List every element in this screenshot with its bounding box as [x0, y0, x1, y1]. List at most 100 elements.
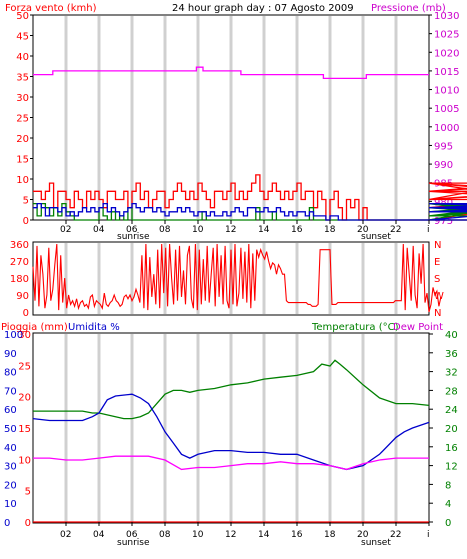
- pressure-tick-label: 995: [434, 141, 453, 152]
- rain-tick-label: 10: [18, 455, 31, 466]
- wind-tick-label: 0: [23, 216, 29, 227]
- x-tick-label: 10: [192, 530, 204, 540]
- humidity-tick-label: 20: [4, 480, 17, 491]
- panel3-x-ticks: 02 04 06 08 10 12 14 16 18 20 22 i: [60, 522, 430, 540]
- humidity-tick-label: 100: [4, 330, 23, 341]
- compass-tick-label: N: [434, 240, 441, 251]
- humidity-tick-label: 90: [4, 349, 17, 360]
- dewpoint-axis-label: Dew Point: [393, 322, 443, 333]
- x-tick-label: 06: [126, 530, 138, 540]
- pressure-tick-label: 1020: [434, 48, 459, 59]
- x-tick-label: i: [427, 530, 430, 540]
- temperature-tick-label: 16: [445, 443, 458, 454]
- compass-tick-label: E: [434, 257, 440, 268]
- panel2-series: [32, 243, 442, 313]
- humidity-tick-label: 60: [4, 405, 17, 416]
- x-tick-label: 12: [225, 530, 236, 540]
- temperature-tick-label: 8: [445, 480, 451, 491]
- series-line-1: [33, 174, 467, 221]
- pressure-axis-label: Pressione (mb): [371, 3, 446, 14]
- panel2-frame: [32, 241, 430, 316]
- x-tick-label: 20: [357, 225, 369, 235]
- x-tick-label: 22: [390, 225, 401, 235]
- humidity-tick-label: 70: [4, 386, 17, 397]
- x-tick-label: 12: [225, 225, 236, 235]
- series-line-3: [33, 455, 429, 471]
- x-tick-label: 22: [390, 530, 401, 540]
- wind-axis-label: Forza vento (kmh): [5, 3, 97, 14]
- temperature-tick-label: 12: [445, 462, 458, 473]
- temperature-axis-label: Temperatura (°C): [311, 322, 399, 333]
- temperature-tick-label: 32: [445, 368, 458, 379]
- pressure-tick-label: 1000: [434, 123, 459, 134]
- sunrise-label: sunrise: [117, 232, 150, 242]
- pressure-tick-label: 980: [434, 197, 453, 208]
- wind-tick-label: 45: [16, 32, 29, 43]
- temperature-tick-label: 28: [445, 386, 458, 397]
- rain-tick-label: 0: [25, 518, 31, 529]
- rain-tick-label: 25: [18, 361, 31, 372]
- humidity-tick-label: 80: [4, 368, 17, 379]
- direction-degree-ticks: 0 90 180 270 360: [10, 240, 29, 319]
- wind-tick-label: 20: [16, 134, 29, 145]
- compass-tick-label: S: [434, 274, 440, 285]
- direction-tick-label: 270: [10, 257, 29, 268]
- humidity-tick-label: 10: [4, 499, 17, 510]
- pressure-tick-label: 1030: [434, 11, 459, 22]
- direction-tick-label: 180: [10, 274, 29, 285]
- humidity-tick-label: 30: [4, 462, 17, 473]
- x-tick-label: 18: [324, 530, 336, 540]
- wind-tick-label: 5: [23, 196, 29, 207]
- rain-tick-label: 15: [18, 424, 31, 435]
- rain-tick-label: 20: [18, 393, 31, 404]
- pressure-tick-label: 990: [434, 160, 453, 171]
- humidity-tick-label: 40: [4, 443, 17, 454]
- x-tick-label: 08: [159, 530, 171, 540]
- direction-line-0: [32, 243, 442, 313]
- temperature-y-ticks: 0 4 8 12 16 20 24 28 32 36 40: [429, 330, 458, 529]
- pressure-tick-label: 1025: [434, 30, 459, 41]
- direction-tick-label: 0: [23, 308, 29, 319]
- rain-tick-label: 30: [18, 330, 31, 341]
- series-line-2: [32, 393, 430, 471]
- pressure-tick-label: 1010: [434, 86, 459, 97]
- humidity-tick-label: 0: [4, 518, 10, 529]
- x-tick-label: 04: [93, 225, 105, 235]
- x-tick-label: 20: [357, 530, 369, 540]
- x-tick-label: 02: [60, 530, 71, 540]
- temperature-tick-label: 4: [445, 499, 451, 510]
- series-line-1: [33, 359, 430, 420]
- direction-tick-label: 360: [10, 240, 29, 251]
- pressure-tick-label: 975: [434, 216, 453, 227]
- x-tick-label: 18: [324, 225, 336, 235]
- x-tick-label: 14: [258, 530, 270, 540]
- series-line-0: [33, 66, 429, 80]
- sunset-label-bottom: sunset: [361, 538, 391, 548]
- x-tick-label: 06: [126, 225, 138, 235]
- pressure-tick-label: 1015: [434, 67, 459, 78]
- panel1-series: [33, 66, 467, 221]
- wind-pressure-panel: Forza vento (kmh) 24 hour graph day : 07…: [5, 3, 467, 242]
- temperature-tick-label: 24: [445, 405, 458, 416]
- wind-tick-label: 30: [16, 93, 29, 104]
- x-tick-label: 08: [159, 225, 171, 235]
- temperature-tick-label: 40: [445, 330, 458, 341]
- wind-tick-label: 25: [16, 114, 29, 125]
- wind-tick-label: 40: [16, 52, 29, 63]
- wind-tick-label: 35: [16, 73, 29, 84]
- compass-tick-label: W: [434, 291, 444, 302]
- humidity-tick-label: 50: [4, 424, 17, 435]
- wind-tick-label: 10: [16, 175, 29, 186]
- panel1-x-ticks: 02 04 06 08 10 12 14 16 18 20 22 i: [60, 220, 430, 235]
- x-tick-label: 10: [192, 225, 204, 235]
- x-tick-label: 16: [291, 530, 303, 540]
- rain-axis-label: Pioggia (mm): [1, 322, 68, 333]
- wind-tick-label: 15: [16, 155, 29, 166]
- temperature-tick-label: 20: [445, 424, 458, 435]
- x-tick-label: 16: [291, 225, 303, 235]
- wind-tick-label: 50: [16, 11, 29, 22]
- graph-title: 24 hour graph day : 07 Agosto 2009: [172, 3, 354, 14]
